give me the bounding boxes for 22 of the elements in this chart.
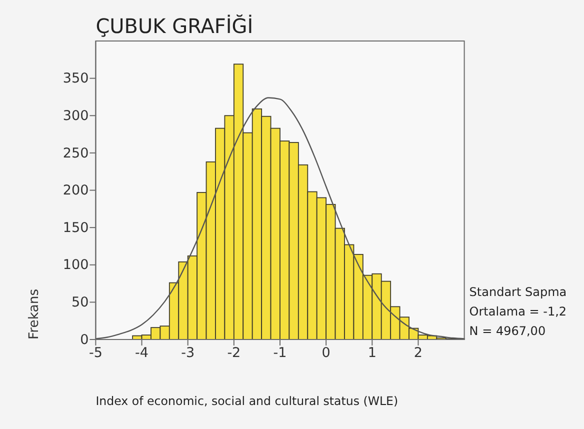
y-tick-label: 300 (62, 108, 89, 124)
y-tick-label: 250 (62, 145, 89, 162)
y-tick-label: 100 (62, 257, 89, 274)
x-tick-label: -3 (181, 345, 195, 362)
y-axis-title: Frekans (27, 288, 42, 340)
x-tick-label: -4 (135, 345, 149, 362)
x-axis-title: Index of economic, social and cultural status (WLE) (96, 394, 398, 408)
y-tick-label: 50 (72, 294, 89, 311)
text: Ortalama = -1,2 (469, 304, 567, 318)
x-tick-label: 2 (414, 345, 423, 362)
text: N = 4967,00 (469, 324, 546, 338)
y-tick-label: 150 (62, 220, 89, 236)
y-tick-label: 0 (80, 332, 89, 348)
x-tick-label: -1 (273, 345, 287, 362)
y-tick-label: 200 (62, 182, 89, 199)
x-tick-label: 1 (368, 345, 376, 362)
x-tick-label: 0 (322, 345, 330, 362)
text: Standart Sapma (469, 285, 567, 299)
x-tick-label: -2 (227, 345, 241, 362)
x-tick-label: -5 (88, 345, 102, 362)
y-tick-label: 350 (62, 70, 89, 87)
chart-title: ÇUBUK GRAFİĞİ (96, 14, 254, 38)
